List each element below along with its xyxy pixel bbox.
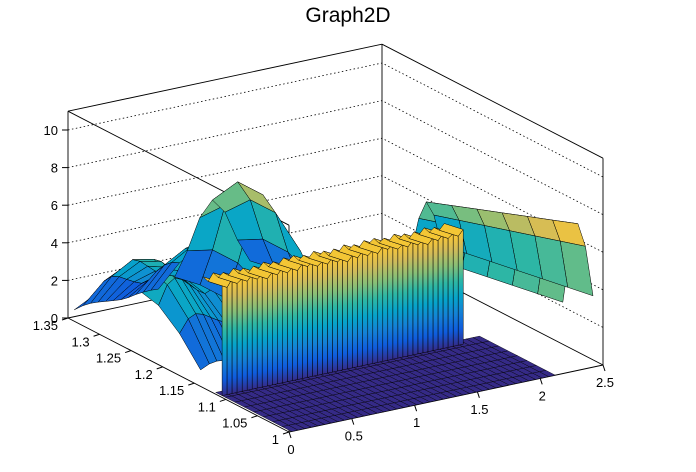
y-tick: [282, 431, 290, 435]
wall-strip: [317, 260, 323, 376]
wall-strip: [372, 250, 379, 364]
x-tick-label: 0: [287, 442, 294, 457]
y-tick-label: 1.35: [33, 318, 58, 333]
wall-strip: [246, 273, 253, 391]
wall-strip: [402, 243, 409, 358]
wall-strip: [287, 267, 293, 383]
z-tick-label: 2: [51, 273, 58, 288]
y-tick: [124, 350, 132, 354]
wall-strip: [392, 243, 399, 360]
wall-strip: [327, 256, 333, 374]
wall-strip: [231, 278, 238, 394]
x-tick-label: 2.5: [596, 375, 614, 390]
wall-strip: [312, 261, 318, 377]
axis-box-edge: [67, 317, 290, 433]
y-tick-label: 1: [272, 432, 279, 447]
wall-strip: [226, 277, 233, 395]
y-tick-label: 1.1: [198, 399, 216, 414]
x-tick: [414, 405, 418, 412]
z-tick-label: 4: [51, 236, 58, 251]
wall-strip: [452, 233, 459, 347]
front-wall: [202, 223, 464, 396]
wall-strip: [382, 246, 389, 362]
wall-strip: [367, 250, 374, 365]
wall-strip: [307, 261, 313, 378]
wall-strip: [362, 250, 369, 366]
wall-cap: [438, 223, 464, 237]
x-tick-label: 0.5: [345, 429, 363, 444]
y-tick-label: 1.2: [135, 367, 153, 382]
wall-strip: [417, 239, 424, 355]
z-gridline: [67, 62, 604, 178]
y-tick: [219, 398, 227, 402]
surface-layer: [74, 181, 594, 432]
wall-strip: [377, 245, 384, 363]
y-tick: [93, 333, 100, 337]
wall-strip: [267, 271, 273, 387]
wall-strip: [221, 282, 228, 396]
wall-strip: [387, 243, 394, 361]
wall-strip: [357, 250, 363, 368]
x-tick-label: 2: [539, 388, 546, 403]
wall-strip: [261, 273, 268, 388]
chart-title: Graph2D: [305, 4, 391, 27]
y-tick-label: 1.05: [222, 416, 247, 431]
wall-strip: [282, 267, 288, 384]
wall-strip: [337, 256, 343, 372]
wall-strip: [256, 273, 263, 389]
axis-box-edge: [381, 43, 604, 159]
y-tick: [188, 382, 195, 386]
wall-strip: [302, 263, 308, 379]
y-tick-label: 1.15: [159, 383, 184, 398]
axis-box-edge: [67, 43, 383, 112]
x-tick: [602, 364, 606, 372]
x-tick-label: 1: [413, 415, 420, 430]
wall-strip: [241, 278, 248, 392]
wall-strip: [236, 277, 243, 393]
y-tick: [156, 366, 163, 370]
z-tick-label: 10: [44, 123, 58, 138]
wall-strip: [432, 237, 439, 351]
wall-strip: [277, 267, 283, 385]
wall-strip: [251, 273, 258, 390]
x-tick-label: 1.5: [470, 402, 488, 417]
wall-strip: [342, 256, 348, 371]
wall-strip: [397, 243, 404, 359]
y-tick-label: 1.3: [71, 334, 89, 349]
z-tick-label: 0: [51, 311, 58, 326]
wall-strip: [292, 267, 298, 381]
x-tick: [476, 391, 480, 398]
x-tick: [288, 431, 292, 439]
wall-strip: [407, 239, 414, 357]
x-tick: [351, 418, 355, 425]
floor-cell: [472, 335, 490, 343]
z-tick-label: 6: [51, 198, 58, 213]
wall-strip: [272, 271, 278, 386]
y-tick: [251, 415, 258, 419]
wall-strip: [447, 232, 454, 348]
z-tick-label: 8: [51, 161, 58, 176]
wall-strip: [347, 254, 353, 370]
y-tick-label: 1.25: [96, 351, 121, 366]
wall-strip: [297, 263, 303, 380]
wall-strip: [442, 233, 449, 349]
wall-strip: [437, 233, 444, 350]
x-tick: [539, 378, 543, 385]
labels-layer: 00.511.522.511.051.11.151.21.251.31.3502…: [33, 123, 614, 457]
z-gridline: [67, 100, 604, 215]
wall-strip: [412, 239, 419, 356]
peak-cell: [237, 238, 276, 270]
wall-strip: [427, 237, 434, 353]
wall-strip: [332, 256, 338, 373]
wall-strip: [322, 260, 328, 375]
wall-strip: [457, 228, 464, 346]
wall-strip: [422, 239, 429, 354]
wall-strip: [352, 254, 358, 369]
